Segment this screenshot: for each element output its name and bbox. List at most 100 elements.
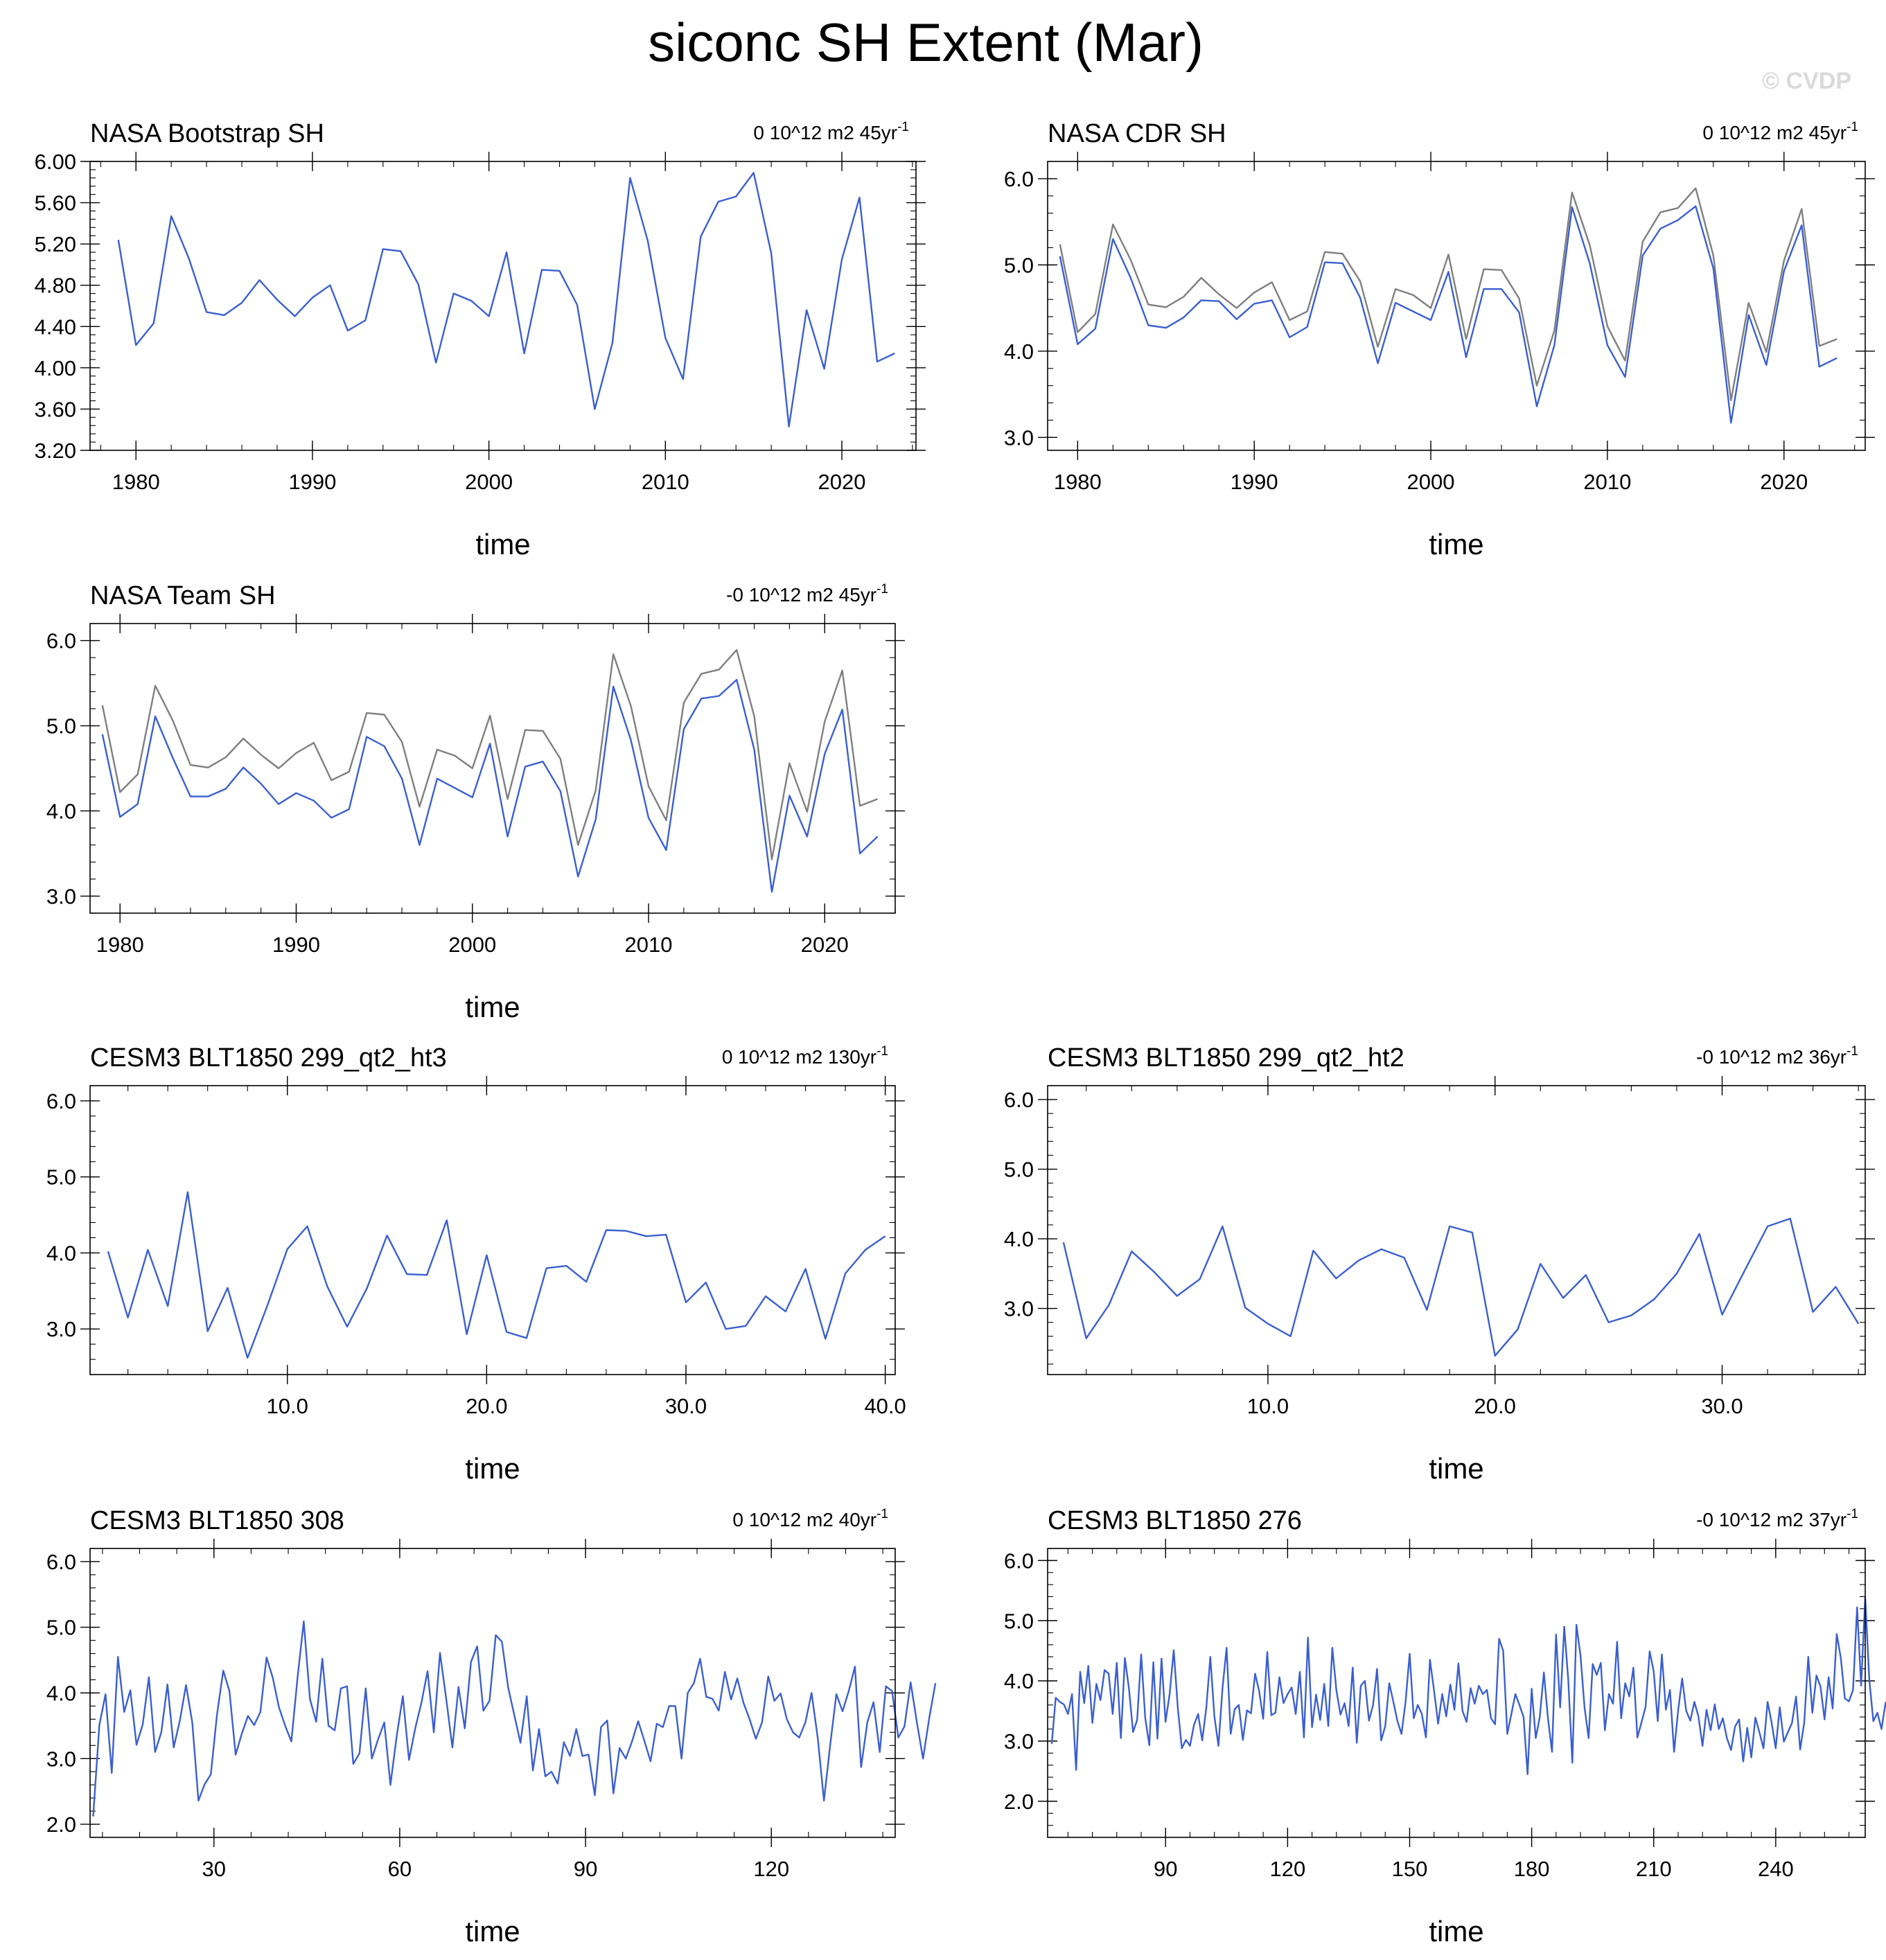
chart-0-y-tick-label: 4.80 bbox=[35, 274, 76, 298]
chart-5-title: CESM3 BLT1850 308 bbox=[90, 1506, 344, 1535]
chart-4-title: CESM3 BLT1850 299_qt2_ht2 bbox=[1048, 1043, 1404, 1072]
chart-5-y-tick-label: 2.0 bbox=[46, 1812, 76, 1837]
panel-cesm3-299-qt2-ht3: CESM3 BLT1850 299_qt2_ht3 0 10^12 m2 130y… bbox=[46, 1043, 906, 1485]
chart-2-stat-exponent: -1 bbox=[876, 582, 888, 597]
chart-4-stat-value: -0 10^12 m2 36yr bbox=[1696, 1046, 1847, 1068]
chart-4-stat-exponent: -1 bbox=[1847, 1044, 1858, 1059]
chart-2-stat-label: -0 10^12 m2 45yr-1 bbox=[726, 582, 888, 606]
chart-4-y-tick-label: 6.0 bbox=[1004, 1088, 1034, 1112]
chart-1-stat-label: 0 10^12 m2 45yr-1 bbox=[1702, 120, 1858, 143]
chart-4-x-tick-label: 20.0 bbox=[1474, 1394, 1516, 1418]
chart-0-stat-value: 0 10^12 m2 45yr bbox=[753, 122, 897, 143]
chart-0-y-tick-label: 4.40 bbox=[35, 315, 76, 339]
chart-3-plot-frame bbox=[89, 1085, 896, 1375]
chart-3-stat-value: 0 10^12 m2 130yr bbox=[722, 1046, 876, 1068]
chart-6-x-tick-label: 210 bbox=[1636, 1857, 1672, 1881]
chart-3-y-tick-label: 4.0 bbox=[46, 1241, 76, 1265]
chart-5-stat-value: 0 10^12 m2 40yr bbox=[732, 1509, 876, 1530]
chart-0-x-tick-label: 1990 bbox=[288, 470, 336, 494]
chart-3-stat-exponent: -1 bbox=[876, 1044, 888, 1059]
chart-1-observations-line bbox=[1059, 187, 1837, 401]
chart-1-x-tick-label: 2010 bbox=[1583, 470, 1631, 494]
chart-2-stat-value: -0 10^12 m2 45yr bbox=[726, 584, 876, 606]
chart-3-x-tick-label: 10.0 bbox=[267, 1394, 308, 1418]
chart-3-y-tick-label: 3.0 bbox=[46, 1317, 76, 1341]
chart-1-stat-exponent: -1 bbox=[1847, 120, 1858, 134]
chart-4-model-line bbox=[1062, 1217, 1860, 1357]
chart-6-x-tick-label: 240 bbox=[1758, 1857, 1794, 1881]
chart-0-y-tick-label: 5.20 bbox=[35, 232, 76, 256]
chart-5-plot-frame bbox=[89, 1548, 896, 1838]
chart-5-y-tick-label: 5.0 bbox=[46, 1616, 76, 1640]
chart-2-y-tick-label: 6.0 bbox=[46, 629, 76, 653]
chart-2-x-tick-label: 1980 bbox=[96, 933, 144, 957]
chart-1-x-tick-label: 1990 bbox=[1231, 470, 1278, 494]
chart-2-x-tick-label: 2010 bbox=[625, 933, 673, 957]
chart-1-y-tick-label: 3.0 bbox=[1004, 425, 1034, 450]
chart-6-y-tick-label: 4.0 bbox=[1004, 1669, 1034, 1693]
chart-5-x-axis-title: time bbox=[465, 1915, 520, 1948]
chart-2-y-tick-label: 5.0 bbox=[46, 714, 76, 739]
panel-cesm3-308: CESM3 BLT1850 308 0 10^12 m2 40yr-1 2.0 3.0… bbox=[46, 1506, 937, 1948]
panel-nasa-cdr-sh: NASA CDR SH 0 10^12 m2 45yr-1 3.0 4.0 5.0 6.0… bbox=[1004, 119, 1875, 560]
chart-4-y-tick-label: 5.0 bbox=[1004, 1158, 1034, 1182]
chart-3-model-line bbox=[107, 1191, 886, 1359]
chart-6-plot-frame bbox=[1047, 1548, 1866, 1838]
chart-3-y-tick-label: 5.0 bbox=[46, 1165, 76, 1190]
chart-0-x-axis-title: time bbox=[475, 528, 530, 560]
chart-6-stat-exponent: -1 bbox=[1847, 1507, 1858, 1521]
chart-1-x-tick-label: 1980 bbox=[1054, 470, 1102, 494]
chart-1-title: NASA CDR SH bbox=[1048, 119, 1226, 148]
chart-2-observations-line bbox=[101, 648, 879, 860]
chart-3-x-tick-label: 30.0 bbox=[665, 1394, 707, 1418]
chart-3-stat-label: 0 10^12 m2 130yr-1 bbox=[722, 1044, 888, 1068]
chart-1-x-tick-label: 2000 bbox=[1407, 470, 1455, 494]
chart-3-x-axis-title: time bbox=[465, 1452, 520, 1485]
chart-0-title: NASA Bootstrap SH bbox=[90, 119, 324, 148]
chart-6-y-tick-label: 5.0 bbox=[1004, 1609, 1034, 1633]
chart-0-x-tick-label: 2010 bbox=[642, 470, 689, 494]
chart-0-x-tick-label: 2000 bbox=[465, 470, 513, 494]
panel-nasa-team-sh: NASA Team SH -0 10^12 m2 45yr-1 3.0 4.0 5.0 6… bbox=[46, 581, 905, 1023]
chart-2-y-tick-label: 4.0 bbox=[46, 799, 76, 823]
chart-0-y-tick-label: 3.60 bbox=[35, 397, 76, 421]
chart-3-x-tick-label: 20.0 bbox=[466, 1394, 507, 1418]
chart-5-x-tick-label: 90 bbox=[574, 1857, 597, 1881]
chart-2-y-tick-label: 3.0 bbox=[46, 884, 76, 908]
chart-2-x-tick-label: 2000 bbox=[448, 933, 496, 957]
chart-6-x-tick-label: 150 bbox=[1392, 1857, 1428, 1881]
chart-5-y-tick-label: 6.0 bbox=[46, 1550, 76, 1574]
chart-1-y-tick-label: 5.0 bbox=[1004, 253, 1034, 277]
chart-4-x-tick-label: 30.0 bbox=[1701, 1394, 1743, 1418]
chart-0-plot-frame bbox=[89, 161, 917, 451]
chart-6-x-tick-label: 180 bbox=[1514, 1857, 1550, 1881]
chart-2-x-axis-title: time bbox=[465, 991, 520, 1023]
chart-2-title: NASA Team SH bbox=[90, 581, 276, 610]
chart-0-x-tick-label: 1980 bbox=[112, 470, 160, 494]
chart-6-title: CESM3 BLT1850 276 bbox=[1048, 1506, 1302, 1535]
chart-1-stat-value: 0 10^12 m2 45yr bbox=[1702, 122, 1847, 143]
chart-6-x-tick-label: 90 bbox=[1154, 1857, 1177, 1881]
chart-1-x-axis-title: time bbox=[1429, 528, 1483, 560]
panel-nasa-bootstrap-sh: NASA Bootstrap SH 0 10^12 m2 45yr-1 3.20 3.… bbox=[35, 119, 926, 560]
chart-5-x-tick-label: 30 bbox=[202, 1857, 226, 1881]
chart-1-plot-frame bbox=[1047, 161, 1866, 451]
chart-1-y-tick-label: 4.0 bbox=[1004, 339, 1034, 364]
chart-5-model-line bbox=[92, 1620, 937, 1817]
chart-4-plot-frame bbox=[1047, 1085, 1866, 1375]
chart-4-y-tick-label: 3.0 bbox=[1004, 1297, 1034, 1321]
chart-0-y-tick-label: 4.00 bbox=[35, 356, 76, 380]
chart-0-y-tick-label: 3.20 bbox=[35, 439, 76, 463]
chart-6-y-tick-label: 2.0 bbox=[1004, 1790, 1034, 1814]
chart-0-y-tick-label: 5.60 bbox=[35, 191, 76, 215]
panel-cesm3-276: CESM3 BLT1850 276 -0 10^12 m2 37yr-1 2.0 3.… bbox=[1004, 1506, 1886, 1948]
chart-4-x-tick-label: 10.0 bbox=[1247, 1394, 1289, 1418]
chart-2-x-tick-label: 1990 bbox=[272, 933, 320, 957]
chart-0-y-tick-label: 6.00 bbox=[35, 150, 76, 174]
chart-5-stat-label: 0 10^12 m2 40yr-1 bbox=[732, 1507, 888, 1530]
chart-2-model-line bbox=[101, 678, 879, 893]
chart-5-x-tick-label: 60 bbox=[388, 1857, 412, 1881]
chart-4-x-axis-title: time bbox=[1429, 1452, 1483, 1485]
chart-4-stat-label: -0 10^12 m2 36yr-1 bbox=[1696, 1044, 1858, 1068]
